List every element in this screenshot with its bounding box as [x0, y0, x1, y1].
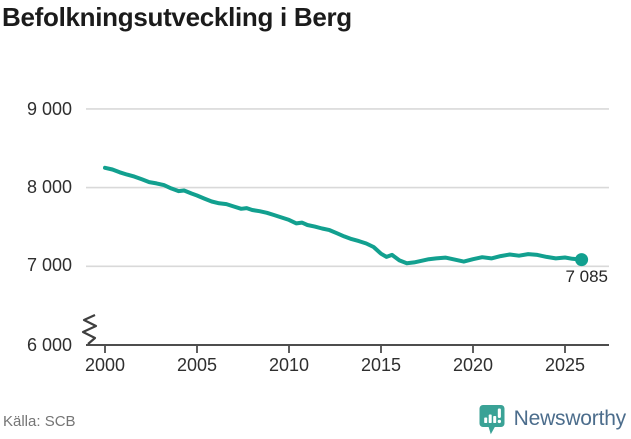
gridlines [86, 108, 609, 268]
y-axis-label: 8 000 [26, 177, 72, 197]
y-axis-label: 9 000 [26, 99, 72, 119]
page-title: Befolkningsutveckling i Berg [2, 2, 352, 32]
newsworthy-logo-icon [479, 405, 505, 435]
newsworthy-logo-text: Newsworthy [513, 407, 627, 430]
newsworthy-logo: Newsworthy [478, 403, 626, 435]
x-axis-label: 2020 [452, 355, 494, 375]
x-axis-label: 2005 [176, 355, 218, 375]
line-chart [81, 108, 609, 353]
x-axis-label: 2015 [360, 355, 402, 375]
x-axis-label: 2000 [84, 355, 126, 375]
x-axis-ticks [104, 346, 566, 353]
axis-break-icon [81, 313, 98, 345]
logo-bars-icon [483, 408, 501, 424]
x-axis-label: 2010 [268, 355, 310, 375]
end-point-label: 7 085 [565, 267, 608, 286]
y-axis-label: 7 000 [26, 255, 72, 275]
end-point-dot [575, 253, 589, 267]
y-axis-label: 6 000 [26, 335, 72, 355]
source-label: Källa: SCB [3, 413, 76, 430]
x-axis-label: 2025 [544, 355, 586, 375]
population-line [103, 165, 584, 266]
